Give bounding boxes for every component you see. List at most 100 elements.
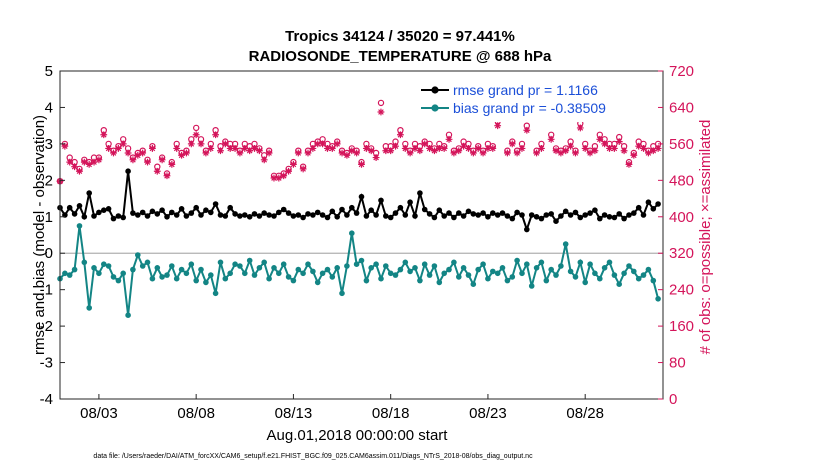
bias-point — [640, 272, 647, 278]
bias-point — [417, 277, 423, 284]
bias-point — [101, 261, 107, 268]
bias-point — [509, 274, 516, 280]
rmse-point — [139, 209, 146, 216]
bias-point — [135, 252, 141, 258]
rmse-point — [285, 210, 292, 216]
obs-assimilated-point — [401, 145, 409, 152]
rmse-point — [558, 213, 564, 219]
obs-assimilated-point — [377, 108, 385, 116]
rmse-point — [164, 214, 170, 220]
rmse-point — [237, 213, 243, 219]
bias-point — [76, 223, 83, 229]
bias-point — [246, 257, 253, 264]
bias-point — [300, 270, 306, 277]
bias-point — [139, 263, 146, 269]
obs-assimilated-point — [503, 149, 511, 157]
bias-point — [314, 279, 321, 286]
bias-series — [57, 223, 661, 319]
rmse-point — [363, 213, 370, 219]
bias-point — [203, 279, 209, 286]
rmse-point — [494, 212, 501, 218]
rmse-point — [310, 212, 316, 218]
rmse-point — [441, 213, 448, 219]
rmse-point — [232, 211, 238, 217]
rmse-point — [436, 207, 443, 213]
rmse-point — [203, 207, 209, 213]
rmse-point — [392, 210, 399, 216]
obs-assimilated-point — [173, 145, 181, 152]
bias-point — [251, 272, 258, 278]
bias-point — [504, 277, 511, 284]
left-tick-label: 4 — [45, 99, 53, 116]
bias-point — [208, 272, 214, 278]
obs-assimilated-point — [479, 149, 487, 157]
obs-assimilated-point — [586, 149, 594, 157]
rmse-point — [242, 212, 248, 218]
bias-point — [480, 261, 486, 268]
bias-point — [353, 261, 360, 268]
obs-assimilated-point — [328, 145, 336, 152]
rmse-point — [149, 208, 156, 215]
rmse-point — [606, 214, 613, 220]
bias-point — [431, 263, 438, 269]
obs-assimilated-point — [435, 145, 443, 152]
right-tick-label: 240 — [669, 282, 694, 299]
bias-point — [533, 265, 540, 271]
bias-point — [373, 261, 379, 268]
rmse-point — [587, 210, 593, 216]
right-tick-label: 80 — [669, 355, 686, 372]
rmse-point — [271, 213, 277, 219]
obs-assimilated-point — [202, 149, 210, 157]
right-tick-label: 720 — [669, 63, 694, 80]
rmse-point — [144, 213, 151, 219]
obs-assimilated-point — [460, 142, 468, 150]
rmse-point — [217, 212, 224, 218]
obs-assimilated-point — [538, 145, 545, 152]
rmse-point — [621, 215, 627, 222]
bias-point — [164, 272, 170, 278]
bias-point — [256, 265, 263, 271]
rmse-point — [159, 207, 165, 213]
obs-assimilated-point — [552, 147, 560, 155]
bias-point — [310, 268, 316, 275]
rmse-point — [446, 210, 452, 216]
obs-assimilated-point — [523, 126, 531, 134]
obs-assimilated-point — [625, 160, 633, 168]
bias-point — [344, 263, 350, 269]
left-tick-label: -4 — [40, 391, 53, 408]
bias-point — [387, 270, 394, 277]
bias-point — [524, 261, 530, 268]
bias-point — [587, 261, 593, 268]
bias-point — [319, 270, 326, 277]
obs-assimilated-point — [450, 149, 458, 157]
bias-point — [276, 270, 282, 277]
rmse-point — [465, 208, 472, 215]
rmse-point — [154, 211, 161, 217]
rmse-point — [115, 213, 122, 219]
obs-assimilated-point — [547, 135, 555, 143]
bias-point — [290, 277, 297, 284]
rmse-point — [524, 226, 530, 233]
rmse-point — [193, 204, 199, 211]
obs-assimilated-point — [197, 140, 205, 148]
rmse-point — [480, 210, 486, 216]
obs-assimilated-series — [56, 104, 662, 185]
rmse-point — [300, 214, 306, 221]
bias-point — [567, 268, 574, 275]
bias-point — [193, 277, 199, 284]
obs-assimilated-point — [158, 156, 166, 164]
rmse-point — [125, 168, 131, 174]
obs-assimilated-point — [630, 151, 638, 159]
rmse-point — [329, 208, 336, 215]
rmse-line — [59, 171, 659, 233]
bias-point — [159, 274, 165, 280]
rmse-point — [91, 213, 97, 219]
bias-point — [280, 261, 287, 268]
bias-point — [412, 265, 418, 271]
obs-assimilated-point — [411, 145, 419, 152]
bias-point — [543, 277, 550, 284]
bias-point — [378, 275, 384, 282]
bias-point — [606, 259, 613, 266]
obs-assimilated-point — [576, 124, 584, 132]
rmse-point — [519, 212, 525, 218]
